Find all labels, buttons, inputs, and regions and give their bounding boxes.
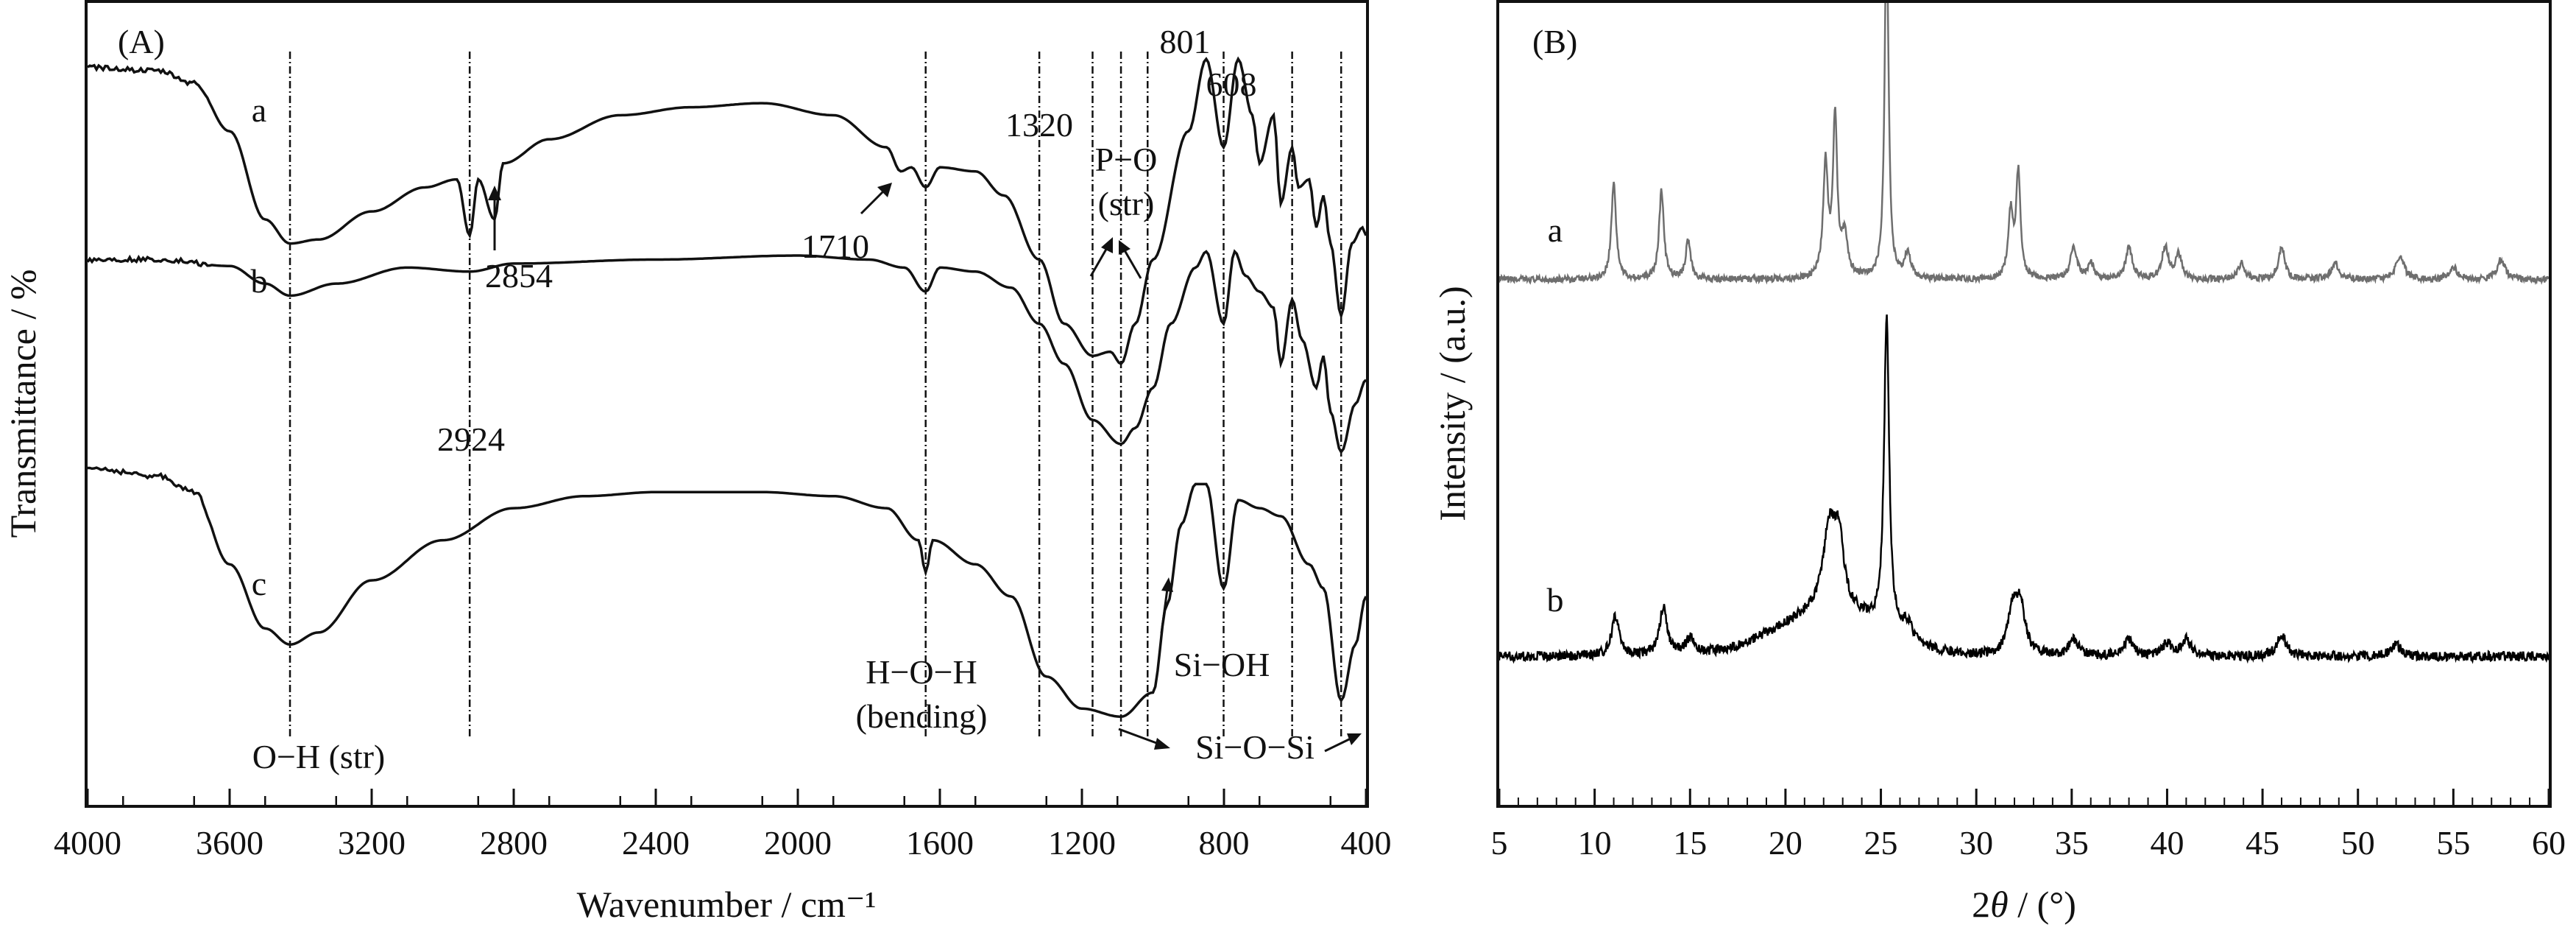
panel-label-b: (B) (1532, 23, 1577, 60)
plot-frame-b (1496, 0, 2552, 808)
x-tick-label: 35 (2055, 824, 2089, 862)
x-tick-label: 20 (1769, 824, 1802, 862)
ftir-panel: 4000 3600 3200 2800 2400 2000 1600 1200 800 400 (… (2, 0, 1392, 925)
bending-label: (bending) (856, 697, 988, 735)
panel-label-a: (A) (118, 23, 165, 60)
x-tick-label: 800 (1199, 824, 1250, 862)
spectrum-c (88, 466, 1367, 718)
arrow-po-right (1123, 250, 1142, 279)
arrowhead-1710 (877, 183, 892, 197)
y-axis-title-b: Intensity / (a.u.) (1432, 286, 1473, 521)
curve-label-a: a (1548, 211, 1563, 249)
arrow-siosi-right (1324, 737, 1351, 753)
arrowhead-po-right (1119, 240, 1130, 255)
curve-label-c: c (252, 565, 266, 602)
arrowhead-2854 (488, 186, 501, 200)
curve-label-b: b (1547, 581, 1564, 619)
x-tick-label: 50 (2341, 824, 2375, 862)
sioh-label: Si−OH (1174, 646, 1270, 683)
x-tick-label: 3200 (338, 824, 406, 862)
xrd-panel: 5 10 15 20 25 30 35 40 45 50 55 60 (B) 2θ / (°) Int… (1432, 0, 2566, 925)
x-tick-label: 40 (2150, 824, 2184, 862)
siosi-label: Si−O−Si (1195, 728, 1314, 766)
x-tick-label: 4000 (54, 824, 121, 862)
oh-stretch-label: O−H (str) (252, 738, 386, 775)
peak-label-2924: 2924 (437, 420, 505, 458)
x-tick-label: 3600 (196, 824, 263, 862)
hoh-label: H−O−H (866, 653, 977, 691)
x-tick-label: 5 (1491, 824, 1508, 862)
x-tick-label: 1200 (1048, 824, 1116, 862)
peak-label-1710: 1710 (802, 228, 869, 265)
x-axis-title-a: Wavenumber / cm⁻¹ (577, 884, 877, 925)
arrowhead-sioh (1161, 577, 1173, 592)
arrowhead-siosi-left (1154, 738, 1170, 750)
x-tick-label: 60 (2532, 824, 2566, 862)
arrow-sioh (1160, 588, 1169, 634)
x-tick-label: 30 (1959, 824, 1993, 862)
arrowhead-siosi-right (1347, 733, 1362, 745)
pattern-b (1498, 314, 2550, 664)
x-axis-ticks: 4000 3600 3200 2800 2400 2000 1600 1200 800 400 (54, 789, 1392, 862)
arrow-po-left (1089, 246, 1109, 277)
x-axis-title-b: 2θ / (°) (1972, 884, 2076, 925)
x-tick-label: 45 (2246, 824, 2279, 862)
peak-label-1320: 1320 (1005, 106, 1073, 144)
x-axis-ticks: 5 10 15 20 25 30 35 40 45 50 55 60 (1491, 789, 2566, 862)
y-axis-title-a: Transmittance / % (2, 270, 43, 538)
po-label: P−O (1095, 141, 1158, 178)
curve-label-b: b (251, 262, 268, 300)
arrow-siosi-left (1118, 728, 1159, 745)
x-tick-label: 1600 (906, 824, 974, 862)
arrow-1710 (860, 189, 886, 215)
spectrum-a (87, 56, 1367, 366)
curve-label-a: a (252, 91, 266, 129)
spectrum-b (86, 249, 1367, 455)
po-str-label: (str) (1098, 185, 1155, 222)
patterns (1498, 0, 2550, 664)
x-tick-label: 2400 (622, 824, 690, 862)
spectra (86, 56, 1367, 718)
x-tick-label: 10 (1578, 824, 1612, 862)
x-tick-label: 2000 (764, 824, 832, 862)
plot-frame-a (85, 0, 1369, 808)
arrowhead-po-left (1101, 237, 1113, 253)
reference-lines (289, 52, 1342, 736)
pattern-a (1498, 0, 2550, 286)
x-tick-label: 55 (2436, 824, 2470, 862)
peak-label-608: 608 (1206, 66, 1257, 103)
x-tick-label: 2800 (480, 824, 548, 862)
x-tick-label: 15 (1673, 824, 1707, 862)
x-tick-label: 25 (1864, 824, 1898, 862)
peak-label-801: 801 (1160, 23, 1211, 60)
x-tick-label: 400 (1341, 824, 1392, 862)
peak-label-2854: 2854 (485, 257, 553, 295)
